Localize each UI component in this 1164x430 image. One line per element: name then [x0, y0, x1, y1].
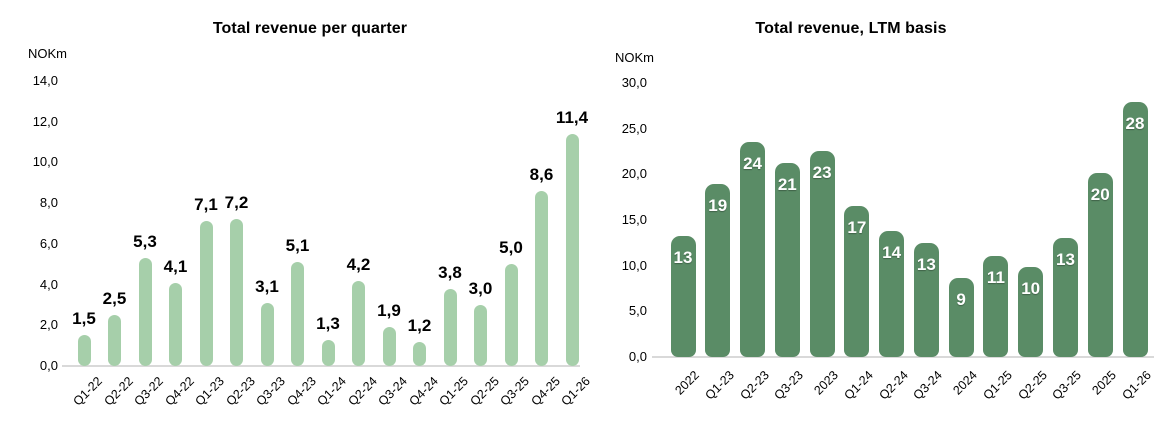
value-label: 13	[673, 248, 693, 268]
value-label: 13	[916, 254, 936, 274]
bar	[879, 230, 905, 357]
y-axis-tick-label: 15,0	[621, 212, 647, 227]
bar	[443, 288, 457, 366]
value-label: 11,4	[555, 107, 589, 127]
bar	[169, 282, 182, 366]
bar	[77, 335, 91, 366]
value-label: 3,0	[468, 278, 493, 298]
value-label: 8,6	[529, 164, 554, 184]
value-label: 1,2	[407, 315, 432, 335]
y-axis-tick-label: 12,0	[32, 113, 58, 129]
bar	[774, 163, 800, 357]
value-label: 3,1	[255, 276, 279, 296]
y-axis-tick-label: 0,0	[628, 349, 647, 364]
bar	[983, 255, 1009, 357]
value-label: 23	[812, 162, 832, 182]
bar	[740, 142, 766, 357]
value-label: 19	[708, 196, 728, 216]
value-label: 28	[1125, 114, 1145, 134]
value-label: 7,1	[194, 195, 218, 215]
value-label: 5,3	[133, 232, 157, 252]
value-label: 1,9	[377, 301, 401, 321]
bar	[291, 262, 304, 366]
bar	[948, 278, 974, 357]
y-axis-tick-label: 20,0	[621, 166, 647, 182]
bar	[705, 184, 731, 357]
value-label: 20	[1090, 184, 1110, 204]
y-axis-unit-label: NOKm	[28, 46, 67, 61]
bar	[670, 236, 696, 357]
bar	[1122, 102, 1148, 357]
bar	[504, 264, 518, 366]
chart-title: Total revenue per quarter	[212, 20, 408, 37]
value-label: 4,1	[163, 256, 188, 276]
bar	[413, 341, 426, 366]
value-label: 17	[847, 218, 867, 238]
y-axis-tick-label: 4,0	[39, 276, 58, 292]
bar	[474, 304, 487, 366]
value-label: 2,5	[102, 289, 127, 309]
y-axis-tick-label: 6,0	[39, 235, 58, 251]
bar	[535, 190, 548, 366]
bar	[382, 327, 396, 366]
y-axis-tick-label: 10,0	[621, 257, 647, 273]
bar	[809, 150, 835, 357]
value-label: 14	[882, 242, 902, 262]
value-label: 5,0	[499, 238, 523, 258]
value-label: 11	[986, 267, 1005, 287]
bar	[913, 242, 939, 357]
bar	[199, 221, 213, 366]
value-label: 4,2	[346, 254, 371, 274]
bar	[1018, 266, 1044, 357]
y-axis-tick-label: 2,0	[39, 317, 58, 333]
bar	[230, 219, 243, 366]
ltm-revenue-chart: Total revenue, LTM basis NOKm 30,0 25,0 20…	[582, 0, 1164, 430]
chart-title: Total revenue, LTM basis	[755, 20, 947, 37]
y-axis-tick-label: 8,0	[39, 195, 58, 211]
y-axis-unit-label: NOKm	[615, 50, 654, 65]
value-label: 3,8	[438, 262, 462, 282]
bar	[1087, 172, 1113, 357]
value-label: 1,5	[72, 309, 96, 329]
value-label: 7,2	[224, 193, 249, 213]
bar	[321, 339, 335, 366]
value-label: 1,3	[316, 313, 340, 333]
bar	[138, 258, 152, 366]
bar	[260, 302, 274, 366]
value-label: 24	[743, 154, 762, 174]
y-axis-tick-label: 25,0	[621, 120, 647, 136]
bar	[565, 133, 579, 366]
y-axis-tick-label: 5,0	[628, 303, 647, 319]
x-axis-line	[62, 365, 580, 367]
bar	[1052, 238, 1078, 357]
y-axis-tick-label: 0,0	[39, 358, 58, 373]
value-label: 21	[777, 175, 797, 195]
value-label: 9	[956, 290, 966, 310]
x-axis-line	[652, 356, 1154, 358]
y-axis-tick-label: 30,0	[621, 75, 647, 90]
y-axis-tick-label: 10,0	[32, 154, 58, 170]
quarterly-revenue-chart: Total revenue per quarter NOKm 14,0 12,0 1…	[28, 20, 593, 408]
value-label: 5,1	[285, 236, 310, 256]
value-label: 10	[1021, 278, 1041, 298]
bar	[108, 315, 121, 366]
bar	[352, 280, 365, 366]
value-label: 13	[1056, 250, 1075, 270]
bar	[844, 206, 870, 357]
y-axis-tick-label: 14,0	[32, 73, 58, 88]
